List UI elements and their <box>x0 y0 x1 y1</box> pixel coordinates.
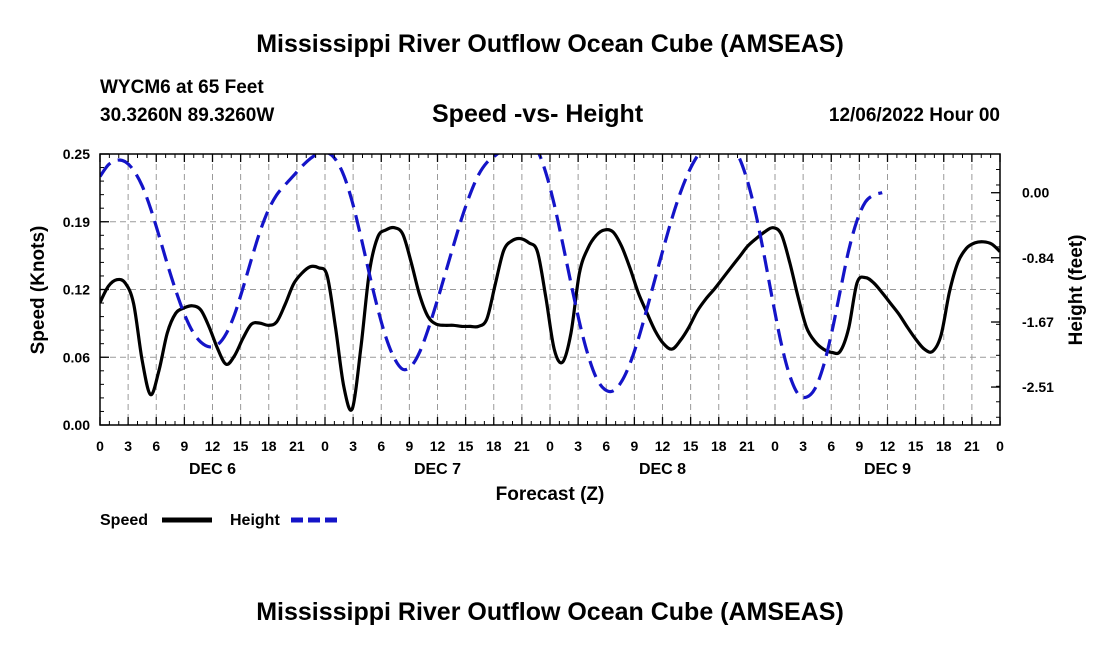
x-tick-label: 12 <box>430 438 446 454</box>
x-tick-label: 9 <box>180 438 188 454</box>
x-tick-label: 6 <box>602 438 610 454</box>
y2-tick-label: -1.67 <box>1022 314 1054 330</box>
x-tick-label: 18 <box>261 438 277 454</box>
x-tick-label: 6 <box>377 438 385 454</box>
height-series-line <box>100 154 883 400</box>
chart-subtitle: Speed -vs- Height <box>432 100 644 128</box>
legend-speed-label: Speed <box>100 512 148 529</box>
x-tick-label: 15 <box>908 438 924 454</box>
x-tick-label: 9 <box>630 438 638 454</box>
y-tick-label: 0.12 <box>63 282 90 298</box>
x-tick-label: 0 <box>996 438 1004 454</box>
x-tick-label: 21 <box>289 438 305 454</box>
y2-tick-label: -0.84 <box>1022 250 1054 266</box>
grid-lines <box>100 154 1000 425</box>
x-tick-label: 12 <box>205 438 221 454</box>
forecast-date: 12/06/2022 Hour 00 <box>828 105 1000 126</box>
x-tick-label: 0 <box>771 438 779 454</box>
x-tick-label: 12 <box>880 438 896 454</box>
x-tick-label: 3 <box>349 438 357 454</box>
x-tick-label: 3 <box>124 438 132 454</box>
y2-tick-label: 0.00 <box>1022 185 1049 201</box>
legend: Speed Height <box>100 512 342 529</box>
legend-height-label: Height <box>230 512 280 529</box>
series-layer <box>100 154 1000 412</box>
y2-tick-label: -2.51 <box>1022 379 1054 395</box>
x-day-label: DEC 7 <box>414 461 461 478</box>
x-tick-label: 3 <box>799 438 807 454</box>
x-tick-label: 0 <box>321 438 329 454</box>
y-tick-label: 0.25 <box>63 146 90 162</box>
y2-axis-label: Height (feet) <box>1066 235 1087 346</box>
x-tick-label: 15 <box>233 438 249 454</box>
x-tick-label: 21 <box>739 438 755 454</box>
x-day-label: DEC 6 <box>189 461 236 478</box>
x-tick-label: 18 <box>936 438 952 454</box>
x-tick-label: 6 <box>827 438 835 454</box>
x-tick-label: 21 <box>514 438 530 454</box>
axes: 0 3 6 9 12 15 18 21 0 3 6 9 12 15 18 21 0 3 6 9 12 15 18 21 0 3 6 9… <box>63 146 1054 478</box>
footer-title: Mississippi River Outflow Ocean Cube (AM… <box>256 598 844 626</box>
x-tick-label: 12 <box>655 438 671 454</box>
station-label: WYCM6 at 65 Feet <box>100 77 264 98</box>
x-tick-label: 3 <box>574 438 582 454</box>
x-axis-label: Forecast (Z) <box>496 484 605 505</box>
x-day-label: DEC 8 <box>639 461 686 478</box>
y-tick-label: 0.00 <box>63 417 90 433</box>
station-coordinates: 30.3260N 89.3260W <box>100 105 275 126</box>
x-tick-label: 15 <box>458 438 474 454</box>
speed-series-line <box>100 225 1000 412</box>
chart-main-title: Mississippi River Outflow Ocean Cube (AM… <box>256 30 844 58</box>
x-tick-label: 18 <box>711 438 727 454</box>
x-tick-label: 21 <box>964 438 980 454</box>
x-tick-label: 18 <box>486 438 502 454</box>
x-tick-label: 0 <box>96 438 104 454</box>
y-axis-label: Speed (Knots) <box>28 226 49 355</box>
x-tick-label: 9 <box>855 438 863 454</box>
y-tick-label: 0.19 <box>63 214 90 230</box>
x-tick-label: 15 <box>683 438 699 454</box>
x-day-label: DEC 9 <box>864 461 911 478</box>
y-tick-label: 0.06 <box>63 349 90 365</box>
x-tick-label: 6 <box>152 438 160 454</box>
x-tick-label: 0 <box>546 438 554 454</box>
x-tick-label: 9 <box>405 438 413 454</box>
